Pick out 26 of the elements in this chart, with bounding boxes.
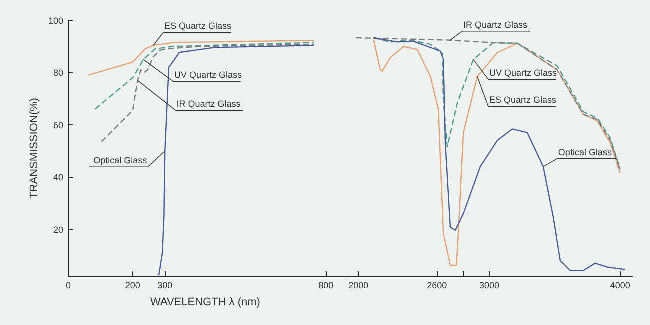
annotation: UV Quartz Glass (490, 68, 558, 78)
annotation: ES Quartz Glass (489, 95, 557, 106)
x-tick-label: 4000 (610, 280, 630, 290)
annotation: UV Quartz Glass (174, 70, 243, 80)
line-series (101, 44, 315, 143)
x-tick-label: 2600 (427, 280, 448, 290)
x-tick-label: 3000 (479, 280, 500, 290)
y-tick-label: 40 (53, 172, 64, 183)
annotation: Optical Glass (558, 147, 612, 158)
line-series (94, 42, 315, 110)
annotation: ES Quartz Glass (164, 21, 232, 32)
y-tick-label: 100 (48, 16, 64, 26)
annotation: IR Quartz Glass (463, 20, 528, 30)
y-axis-title: TRANSMISSION(%) (28, 98, 40, 199)
annotation: IR Quartz Glass (176, 99, 242, 110)
x-tick-label: 0 (66, 280, 72, 290)
line-series (158, 44, 315, 276)
y-tick-label: 20 (53, 224, 64, 235)
x-tick-label: 800 (318, 280, 334, 290)
annotation: Optical Glass (94, 156, 148, 166)
x-tick-label: 2000 (348, 280, 369, 290)
y-tick-label: 80 (53, 68, 64, 78)
y-tick-label: 60 (53, 120, 64, 130)
x-tick-label: 200 (125, 280, 140, 290)
x-tick-label: 300 (158, 280, 173, 290)
x-axis-title: WAVELENGTH λ (nm) (150, 296, 260, 308)
